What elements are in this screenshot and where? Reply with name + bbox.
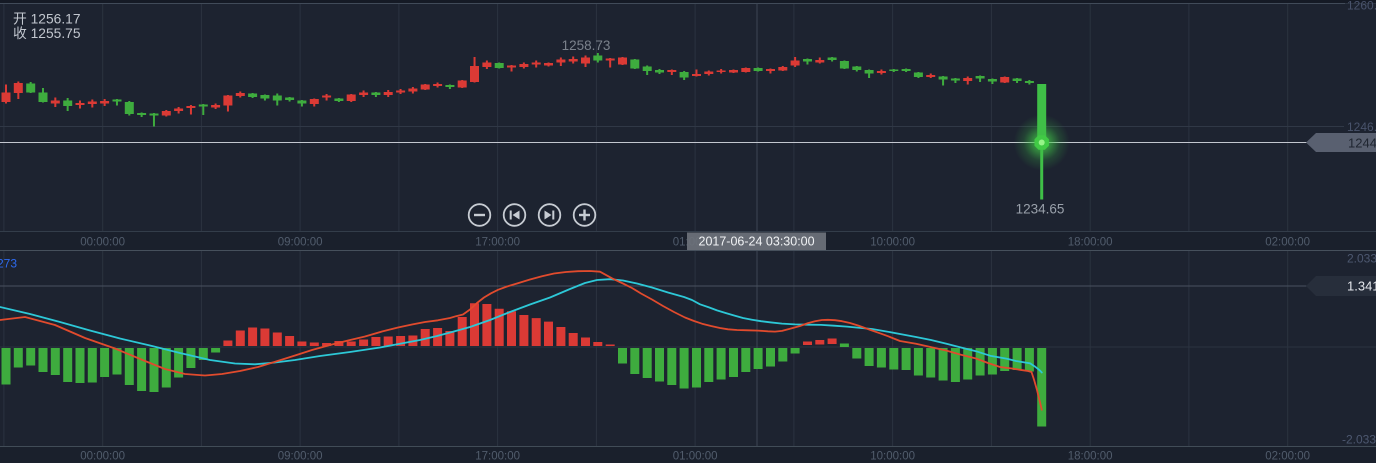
svg-text:02:00:00: 02:00:00 (1265, 451, 1310, 463)
svg-text:1234.65: 1234.65 (1016, 202, 1065, 217)
svg-text:18:00:00: 18:00:00 (1068, 451, 1113, 463)
svg-text:273: 273 (0, 257, 17, 271)
svg-text:09:00:00: 09:00:00 (278, 237, 323, 249)
svg-text:17:00:00: 17:00:00 (475, 451, 520, 463)
svg-text:-2.0334: -2.0334 (1342, 433, 1376, 447)
svg-text:2017-06-24 03:30:00: 2017-06-24 03:30:00 (699, 235, 815, 249)
svg-text:1246.38: 1246.38 (1347, 120, 1376, 134)
svg-text:1258.73: 1258.73 (562, 38, 611, 53)
svg-text:18:00:00: 18:00:00 (1068, 237, 1113, 249)
svg-text:1260.93: 1260.93 (1347, 0, 1376, 13)
svg-text:00:00:00: 00:00:00 (80, 237, 125, 249)
svg-text:09:00:00: 09:00:00 (278, 451, 323, 463)
svg-text:00:00:00: 00:00:00 (80, 451, 125, 463)
svg-text:10:00:00: 10:00:00 (870, 451, 915, 463)
svg-text:开 1256.17: 开 1256.17 (13, 12, 81, 27)
svg-text:02:00:00: 02:00:00 (1265, 237, 1310, 249)
svg-text:01:00:00: 01:00:00 (673, 451, 718, 463)
svg-text:2.0334: 2.0334 (1347, 252, 1376, 266)
svg-text:收 1255.75: 收 1255.75 (13, 26, 81, 41)
svg-text:1244.65: 1244.65 (1348, 136, 1376, 151)
svg-text:17:00:00: 17:00:00 (475, 237, 520, 249)
svg-text:10:00:00: 10:00:00 (870, 237, 915, 249)
svg-text:1.3414: 1.3414 (1347, 279, 1376, 294)
